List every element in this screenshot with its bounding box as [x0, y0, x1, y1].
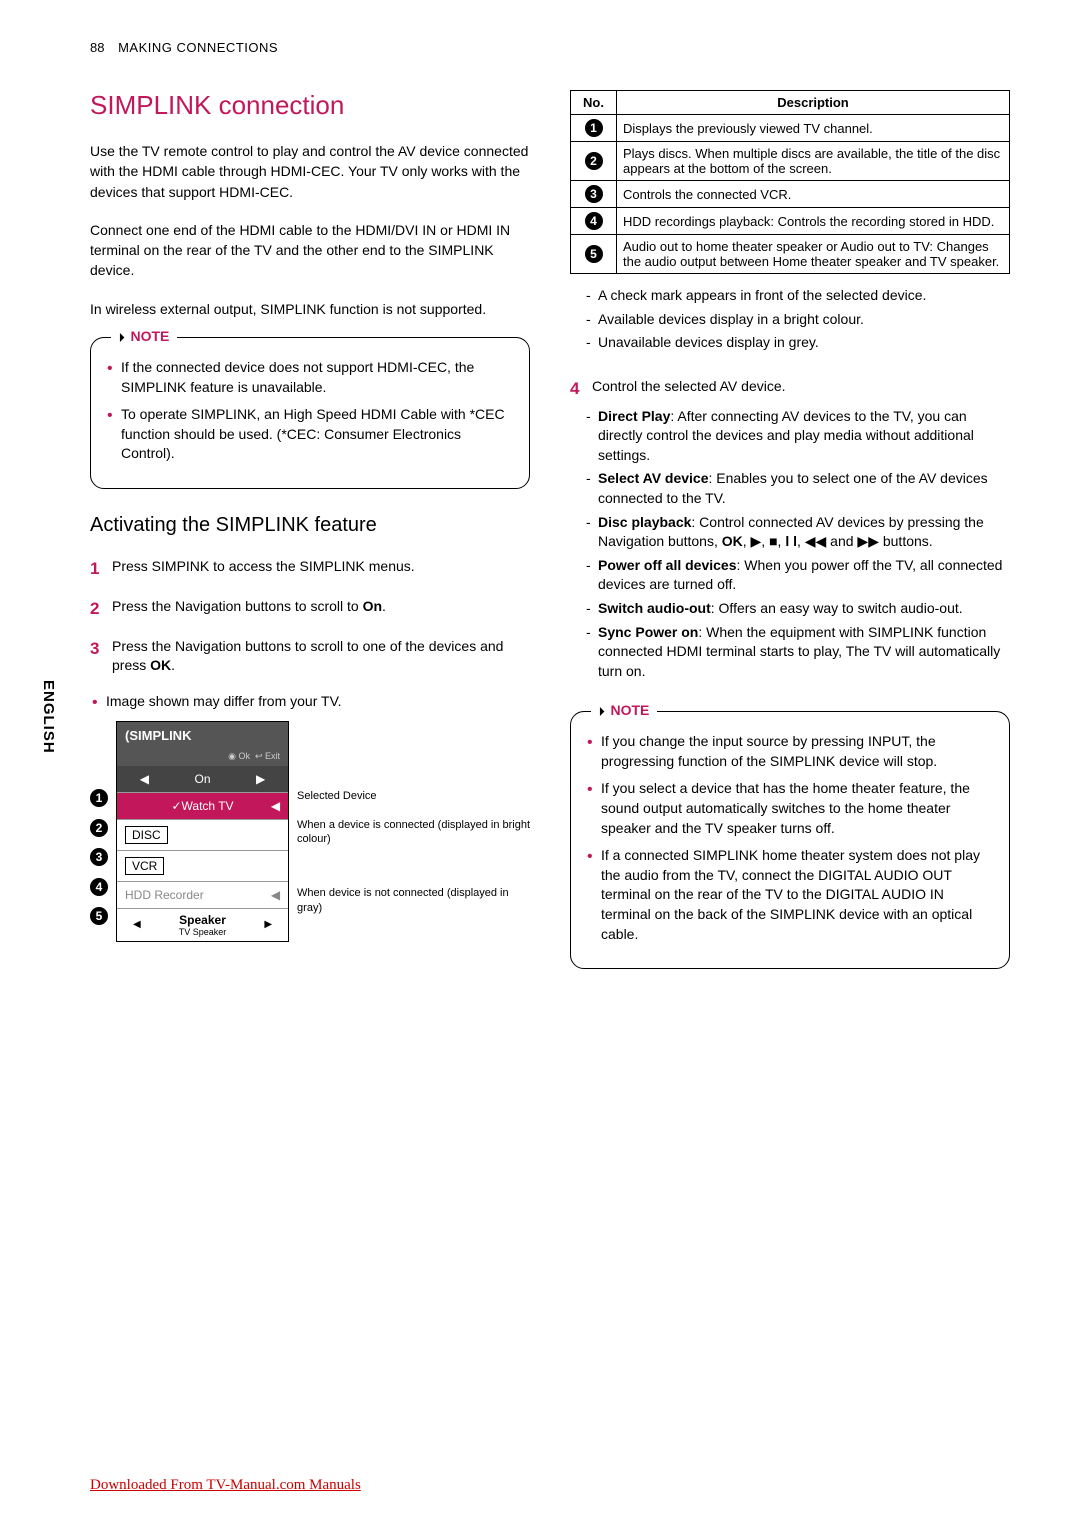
diagram-num-4: 4 — [90, 878, 108, 896]
language-tab: ENGLISH — [40, 680, 57, 754]
dash-item: Direct Play: After connecting AV devices… — [586, 407, 1010, 466]
menu-logo: (SIMPLINK — [117, 722, 288, 749]
label-connected: When a device is connected (displayed in… — [297, 818, 530, 847]
page-title: SIMPLINK connection — [90, 90, 530, 121]
dash-item: A check mark appears in front of the sel… — [586, 286, 1010, 306]
simplink-diagram: 1 2 3 4 5 (SIMPLINK ◉ Ok ↩ Exit ◀On▶ ✓ W… — [90, 721, 530, 942]
dash-list-2: Direct Play: After connecting AV devices… — [586, 407, 1010, 682]
diagram-labels: Selected Device When a device is connect… — [297, 721, 530, 936]
menu-vcr: VCR — [117, 850, 288, 881]
note-item: If a connected SIMPLINK home theater sys… — [587, 846, 993, 944]
intro-paragraph-3: In wireless external output, SIMPLINK fu… — [90, 299, 530, 319]
note-title: NOTE — [591, 702, 657, 719]
note-title: NOTE — [111, 328, 177, 345]
step-2: 2Press the Navigation buttons to scroll … — [90, 597, 530, 621]
table-row: 3Controls the connected VCR. — [571, 181, 1010, 208]
subheading: Activating the SIMPLINK feature — [90, 514, 530, 537]
diagram-num-3: 3 — [90, 848, 108, 866]
label-selected: Selected Device — [297, 789, 530, 803]
menu-on-row: ◀On▶ — [117, 766, 288, 792]
menu-watch-tv: ✓ Watch TV◀ — [117, 792, 288, 819]
table-row: 4HDD recordings playback: Controls the r… — [571, 208, 1010, 235]
label-notconnected: When device is not connected (displayed … — [297, 886, 530, 915]
dash-item: Available devices display in a bright co… — [586, 310, 1010, 330]
dash-item: Switch audio-out: Offers an easy way to … — [586, 599, 1010, 619]
dash-item: Disc playback: Control connected AV devi… — [586, 513, 1010, 552]
menu-speaker: ◀▶ Speaker TV Speaker — [117, 908, 288, 941]
image-note: Image shown may differ from your TV. — [90, 692, 530, 712]
step-4: 4Control the selected AV device. — [570, 377, 1010, 401]
diagram-num-5: 5 — [90, 907, 108, 925]
intro-paragraph-1: Use the TV remote control to play and co… — [90, 141, 530, 202]
dash-item: Sync Power on: When the equipment with S… — [586, 623, 1010, 682]
step-1: 1Press SIMPINK to access the SIMPLINK me… — [90, 557, 530, 581]
section-name: MAKING CONNECTIONS — [118, 40, 278, 55]
table-row: 2Plays discs. When multiple discs are av… — [571, 142, 1010, 181]
table-header-desc: Description — [617, 91, 1010, 115]
table-row: 1Displays the previously viewed TV chann… — [571, 115, 1010, 142]
note-item: To operate SIMPLINK, an High Speed HDMI … — [107, 405, 513, 464]
right-column: No.Description 1Displays the previously … — [570, 90, 1010, 987]
note-item: If you change the input source by pressi… — [587, 732, 993, 771]
diagram-num-1: 1 — [90, 789, 108, 807]
menu-disc: DISC — [117, 819, 288, 850]
menu-hdd: HDD Recorder◀ — [117, 881, 288, 908]
note-item: If you select a device that has the home… — [587, 779, 993, 838]
dash-list-1: A check mark appears in front of the sel… — [586, 286, 1010, 353]
simplink-menu: (SIMPLINK ◉ Ok ↩ Exit ◀On▶ ✓ Watch TV◀ D… — [116, 721, 289, 942]
note-box-1: NOTE If the connected device does not su… — [90, 337, 530, 489]
steps-list: 1Press SIMPINK to access the SIMPLINK me… — [90, 557, 530, 676]
note-box-2: NOTE If you change the input source by p… — [570, 711, 1010, 969]
description-table: No.Description 1Displays the previously … — [570, 90, 1010, 274]
diagram-num-2: 2 — [90, 819, 108, 837]
note-list-1: If the connected device does not support… — [107, 358, 513, 464]
left-column: SIMPLINK connection Use the TV remote co… — [90, 90, 530, 987]
page-header: 88 MAKING CONNECTIONS — [90, 40, 1010, 55]
step-3: 3Press the Navigation buttons to scroll … — [90, 637, 530, 676]
page-number: 88 — [90, 40, 104, 55]
table-row: 5Audio out to home theater speaker or Au… — [571, 235, 1010, 274]
menu-help-row: ◉ Ok ↩ Exit — [117, 749, 288, 766]
dash-item: Select AV device: Enables you to select … — [586, 469, 1010, 508]
intro-paragraph-2: Connect one end of the HDMI cable to the… — [90, 220, 530, 281]
note-list-2: If you change the input source by pressi… — [587, 732, 993, 944]
table-header-no: No. — [571, 91, 617, 115]
note-item: If the connected device does not support… — [107, 358, 513, 397]
dash-item: Unavailable devices display in grey. — [586, 333, 1010, 353]
footer-link[interactable]: Downloaded From TV-Manual.com Manuals — [90, 1477, 361, 1494]
dash-item: Power off all devices: When you power of… — [586, 556, 1010, 595]
